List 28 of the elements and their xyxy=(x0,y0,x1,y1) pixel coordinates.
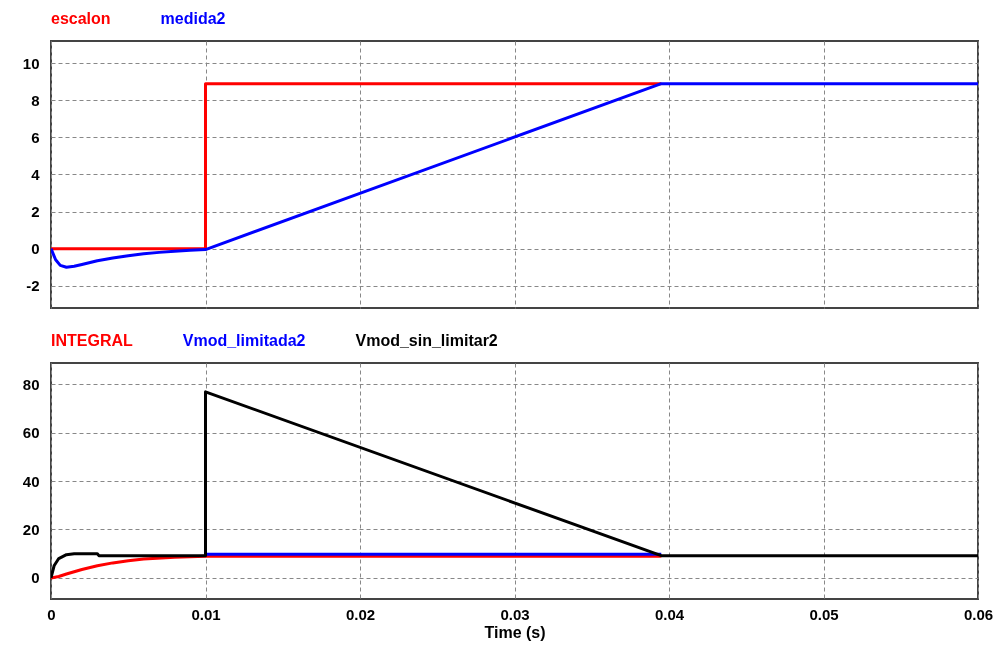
text: INTEGRAL xyxy=(51,332,133,349)
x-tick-label: 0.01 xyxy=(191,605,221,623)
x-tick-label: 0.02 xyxy=(345,605,376,623)
x-axis-title: Time (s) xyxy=(484,623,546,641)
y-tick-label: 20 xyxy=(22,520,40,538)
y-tick-label: 6 xyxy=(31,128,40,146)
y-tick-label: -2 xyxy=(26,277,40,295)
y-tick-label: 0 xyxy=(31,240,40,258)
line-series xyxy=(51,390,978,580)
x-tick-label: 0.06 xyxy=(963,605,994,623)
text: Vmod_limitada2 xyxy=(182,332,306,349)
y-tick-label: 60 xyxy=(22,424,40,442)
x-tick-label: 0.04 xyxy=(654,605,685,623)
y-tick-label: 40 xyxy=(22,472,40,490)
y-tick-label: 80 xyxy=(22,375,40,393)
line-series xyxy=(51,82,978,269)
text: escalon xyxy=(51,10,111,27)
text: medida2 xyxy=(160,10,226,27)
y-tick-label: 2 xyxy=(31,203,40,221)
y-tick-label: 0 xyxy=(31,569,40,587)
text: Vmod_sin_limitar2 xyxy=(355,332,498,349)
x-tick-label: 0.05 xyxy=(809,605,839,623)
y-tick-label: 8 xyxy=(31,91,40,109)
x-tick-label: 0 xyxy=(47,605,56,623)
y-tick-label: 4 xyxy=(31,166,41,183)
x-tick-label: 0.03 xyxy=(500,605,530,623)
line-series xyxy=(51,554,663,580)
y-tick-label: 10 xyxy=(22,54,40,72)
